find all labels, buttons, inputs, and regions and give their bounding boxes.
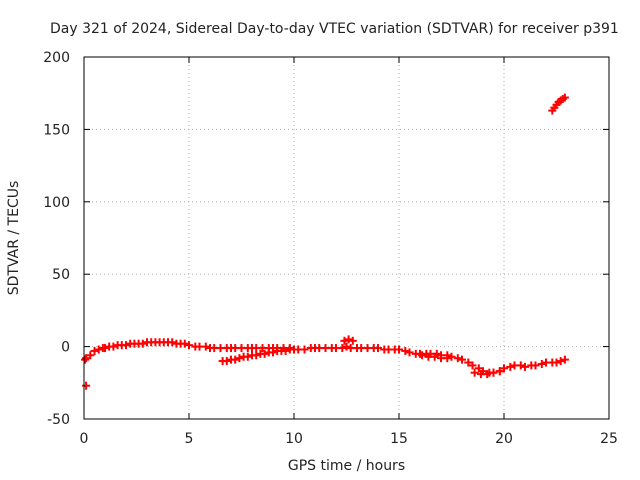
- data-point: [290, 345, 298, 354]
- data-point: [405, 348, 414, 357]
- data-point: [401, 346, 410, 355]
- x-tick-label: 15: [390, 431, 408, 447]
- data-point: [342, 342, 351, 351]
- data-point: [560, 355, 569, 364]
- data-point: [82, 381, 91, 390]
- data-point: [470, 368, 479, 377]
- data-point: [556, 357, 565, 366]
- x-tick-label: 20: [495, 431, 513, 447]
- data-point: [495, 367, 504, 376]
- data-point: [374, 344, 382, 353]
- data-point: [464, 358, 473, 367]
- data-point: [500, 364, 508, 373]
- y-axis-label: SDTVAR / TECUs: [6, 181, 22, 296]
- data-point: [252, 351, 261, 360]
- data-point: [537, 359, 546, 368]
- y-tick-label: -50: [47, 412, 70, 428]
- data-point: [560, 93, 569, 102]
- data-point: [201, 342, 210, 351]
- plot-frame: [83, 56, 610, 420]
- axis-ticks: 0 5 10 15 20 25 -50 0 50 100 150 200: [43, 50, 618, 447]
- y-tick-label: 150: [43, 122, 70, 138]
- data-point: [269, 348, 277, 357]
- y-tick-label: 200: [43, 50, 70, 66]
- x-tick-label: 5: [185, 431, 194, 447]
- data-point: [430, 352, 439, 361]
- data-point: [506, 362, 515, 371]
- x-axis-label: GPS time / hours: [288, 458, 405, 474]
- data-point: [90, 346, 99, 355]
- data-point: [109, 342, 118, 351]
- data-point: [281, 346, 290, 355]
- data-point: [348, 336, 357, 345]
- data-point: [185, 341, 193, 350]
- data-point: [338, 344, 347, 353]
- data-point: [235, 354, 244, 363]
- data-point: [243, 352, 252, 361]
- data-point: [300, 345, 309, 354]
- chart-title: Day 321 of 2024, Sidereal Day-to-day VTE…: [50, 21, 619, 37]
- data-point: [344, 335, 353, 344]
- data-point: [474, 364, 483, 373]
- data-point: [101, 344, 109, 353]
- data-point: [458, 355, 466, 364]
- data-point: [443, 354, 452, 363]
- data-points: [81, 93, 569, 390]
- data-point: [340, 336, 349, 345]
- data-point: [447, 352, 456, 361]
- data-point: [222, 357, 231, 366]
- data-point: [138, 339, 147, 348]
- data-point: [516, 361, 525, 370]
- y-tick-label: 0: [61, 340, 70, 356]
- y-tick-label: 50: [52, 267, 70, 283]
- data-point: [86, 351, 95, 360]
- data-point: [81, 355, 90, 364]
- grid: [84, 57, 609, 419]
- data-point: [552, 358, 561, 367]
- data-point: [468, 361, 477, 370]
- x-tick-label: 25: [600, 431, 618, 447]
- data-point: [82, 354, 91, 363]
- data-point: [483, 370, 492, 379]
- data-point: [168, 338, 177, 347]
- data-point: [231, 355, 240, 364]
- data-point: [418, 351, 427, 360]
- data-point: [489, 368, 498, 377]
- data-point: [94, 345, 103, 354]
- data-point: [260, 349, 269, 358]
- data-point: [531, 361, 540, 370]
- data-point: [395, 345, 403, 354]
- x-tick-label: 0: [80, 431, 89, 447]
- y-tick-label: 100: [43, 195, 70, 211]
- data-point: [521, 362, 529, 371]
- x-tick-label: 10: [285, 431, 303, 447]
- data-point: [122, 341, 130, 350]
- data-point: [453, 354, 462, 363]
- data-point: [180, 339, 189, 348]
